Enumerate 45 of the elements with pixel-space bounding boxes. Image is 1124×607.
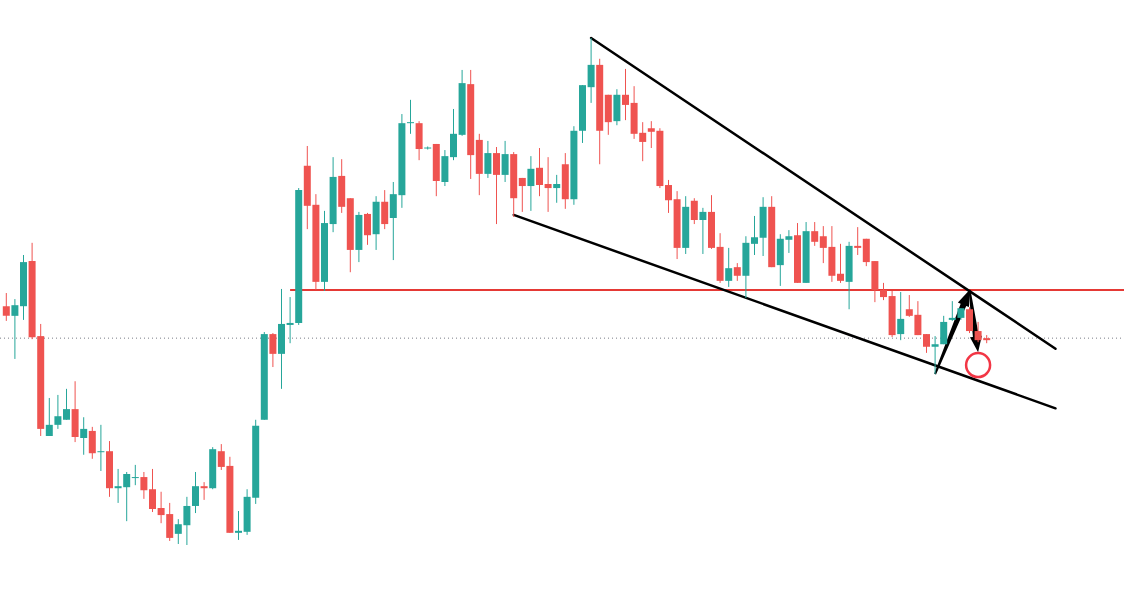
candlestick xyxy=(88,426,96,460)
candlestick xyxy=(690,197,698,225)
candlestick xyxy=(149,468,156,513)
candlestick xyxy=(544,156,552,213)
candlestick xyxy=(269,332,277,368)
candlestick xyxy=(854,226,862,256)
candlestick xyxy=(931,335,939,375)
candlestick xyxy=(80,416,88,456)
candlestick xyxy=(948,300,956,322)
candlestick xyxy=(622,68,629,121)
candlestick xyxy=(725,247,733,288)
candlestick xyxy=(200,481,208,501)
candlestick xyxy=(966,306,973,334)
candlestick xyxy=(364,212,371,246)
candlestick xyxy=(45,397,53,437)
candlestick xyxy=(665,179,672,214)
candlestick xyxy=(699,207,707,255)
candlestick xyxy=(923,333,930,354)
candlestick xyxy=(450,108,457,161)
candlestick xyxy=(553,174,561,204)
candlestick xyxy=(493,146,500,225)
candlestick xyxy=(751,215,758,256)
candlestick xyxy=(837,243,844,284)
candlestick xyxy=(63,388,70,421)
candlestick xyxy=(11,298,19,360)
candlestick xyxy=(424,146,432,151)
candlestick xyxy=(484,140,492,179)
candlestick xyxy=(235,510,242,541)
candlestick xyxy=(940,315,948,345)
candlestick xyxy=(2,292,10,322)
candlestick xyxy=(131,464,139,486)
candlestick xyxy=(811,221,819,247)
candlestick xyxy=(527,155,535,212)
candlestick xyxy=(587,37,595,104)
candlestick xyxy=(140,471,148,500)
candlestick xyxy=(407,99,414,135)
candlestick xyxy=(97,424,105,472)
candlestick xyxy=(897,291,905,341)
candlestick xyxy=(286,296,294,344)
candlestick xyxy=(536,147,543,197)
candlestick xyxy=(518,177,526,213)
candlestick xyxy=(54,394,62,430)
candlestick xyxy=(501,140,509,183)
candlestick xyxy=(192,471,199,514)
candlestick xyxy=(381,189,389,230)
